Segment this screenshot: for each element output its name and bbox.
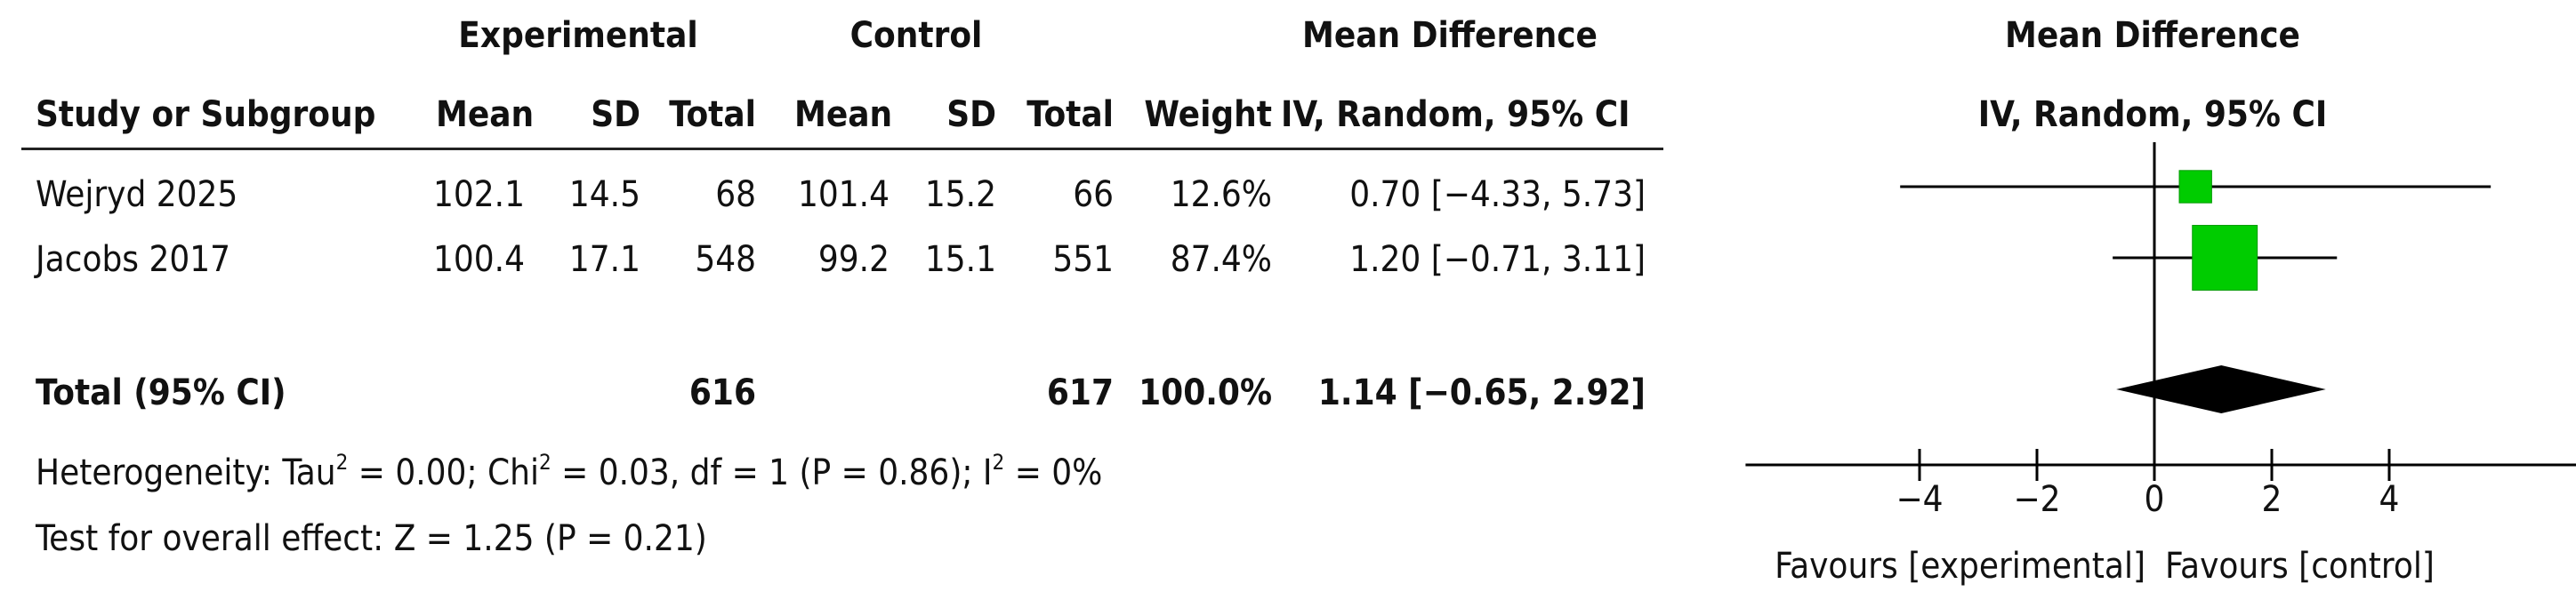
plot-title: Mean Difference	[2005, 15, 2300, 56]
sd2-column-header: SD	[946, 94, 996, 135]
total-ci: 1.14 [−0.65, 2.92]	[1317, 372, 1646, 413]
study-name: Jacobs 2017	[36, 239, 231, 280]
study-total1: 548	[695, 239, 756, 280]
pooled-diamond	[2116, 365, 2326, 413]
study-sd1: 14.5	[568, 174, 640, 215]
study-mean2: 99.2	[817, 239, 890, 280]
header-rule	[21, 148, 1663, 150]
study-ci: 1.20 [−0.71, 3.11]	[1349, 239, 1646, 280]
total-total1: 616	[688, 372, 756, 413]
total1-column-header: Total	[669, 94, 756, 135]
mean2-column-header: Mean	[794, 94, 893, 135]
study-mean1: 102.1	[433, 174, 525, 215]
effect-group-header: Mean Difference	[1302, 15, 1598, 56]
study-name: Wejryd 2025	[36, 174, 238, 215]
study-weight: 87.4%	[1170, 239, 1272, 280]
x-tick-label: −4	[1896, 479, 1943, 520]
study-total2: 66	[1073, 174, 1114, 215]
ci-column-header: IV, Random, 95% CI	[1281, 94, 1630, 135]
weight-column-header: Weight	[1144, 94, 1272, 135]
study-point-estimate	[2192, 225, 2258, 291]
study-total2: 551	[1052, 239, 1114, 280]
study-column-header: Study or Subgroup	[36, 94, 376, 135]
total-weight: 100.0%	[1139, 372, 1272, 413]
x-tick-label: 0	[2145, 479, 2165, 520]
x-tick-label: 4	[2379, 479, 2400, 520]
overall-effect-text: Test for overall effect: Z = 1.25 (P = 0…	[36, 518, 707, 559]
experimental-group-header: Experimental	[458, 15, 698, 56]
total2-column-header: Total	[1026, 94, 1114, 135]
plot-method-header: IV, Random, 95% CI	[1977, 94, 2328, 135]
total-label: Total (95% CI)	[36, 372, 286, 413]
study-mean2: 101.4	[798, 174, 890, 215]
x-tick-label: 2	[2262, 479, 2282, 520]
study-ci: 0.70 [−4.33, 5.73]	[1349, 174, 1646, 215]
study-sd2: 15.1	[924, 239, 996, 280]
sd1-column-header: SD	[591, 94, 640, 135]
study-mean1: 100.4	[433, 239, 525, 280]
favours-right-label: Favours [control]	[2165, 546, 2435, 587]
study-point-estimate	[2178, 170, 2212, 204]
total-total2: 617	[1046, 372, 1114, 413]
study-weight: 12.6%	[1170, 174, 1272, 215]
favours-left-label: Favours [experimental]	[1775, 546, 2145, 587]
control-group-header: Control	[849, 15, 983, 56]
study-total1: 68	[715, 174, 756, 215]
study-sd2: 15.2	[924, 174, 996, 215]
study-sd1: 17.1	[568, 239, 640, 280]
heterogeneity-text: Heterogeneity: Tau2 = 0.00; Chi2 = 0.03,…	[36, 449, 1103, 493]
x-tick-label: −2	[2013, 479, 2060, 520]
mean1-column-header: Mean	[436, 94, 535, 135]
